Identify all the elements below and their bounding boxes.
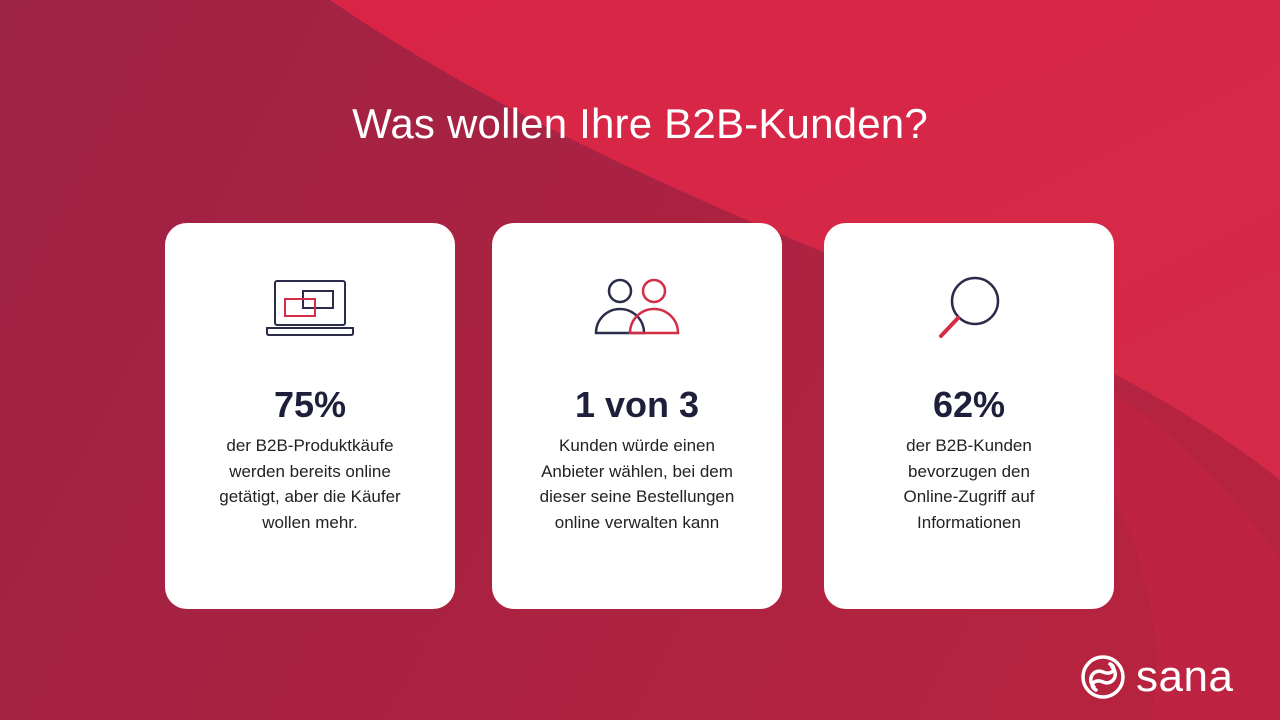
people-icon — [492, 263, 782, 353]
laptop-icon — [165, 263, 455, 353]
stat-card-supplier-choice: 1 von 3 Kunden würde einen Anbieter wähl… — [492, 223, 782, 609]
stat-card-online-purchases: 75% der B2B-Produktkäufe werden bereits … — [165, 223, 455, 609]
stat-value: 62% — [932, 384, 1006, 425]
stat-value: 75% — [273, 384, 347, 425]
sana-logo-icon — [1081, 655, 1125, 699]
stat-card-online-access: 62% der B2B-Kunden bevorzugen den Online… — [824, 223, 1114, 609]
stat-description: der B2B-Produktkäufe werden bereits onli… — [219, 436, 401, 532]
page-title: Was wollen Ihre B2B-Kunden? — [352, 100, 928, 147]
logo-wordmark: sana — [1136, 652, 1234, 701]
stat-description: Kunden würde einen Anbieter wählen, bei … — [539, 436, 735, 532]
sana-logo: sana — [1080, 654, 1233, 700]
stat-value: 1 von 3 — [574, 384, 700, 425]
magnifier-icon — [824, 263, 1114, 353]
stat-description: der B2B-Kunden bevorzugen den Online-Zug… — [903, 436, 1035, 532]
